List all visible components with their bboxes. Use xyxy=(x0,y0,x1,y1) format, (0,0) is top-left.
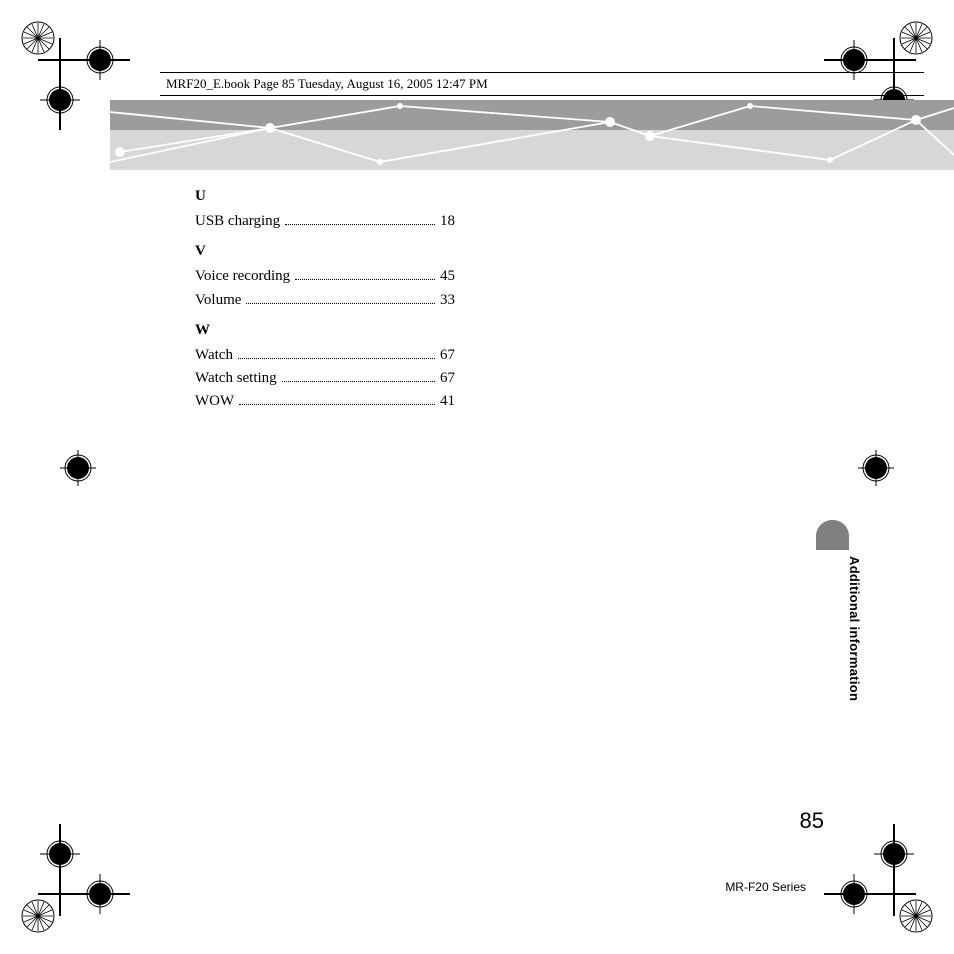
registration-mark-bl xyxy=(20,824,130,934)
registration-mark-left xyxy=(60,450,96,491)
index-term: Volume xyxy=(195,290,241,310)
registration-mark-right xyxy=(858,450,894,491)
index-section-letter: V xyxy=(195,243,455,260)
index-entry: Watch setting 67 xyxy=(195,368,455,388)
index-leader-dots xyxy=(239,404,435,405)
decorative-banner xyxy=(110,100,954,170)
index-page-ref: 67 xyxy=(440,368,455,388)
index-term: Watch setting xyxy=(195,368,277,388)
series-label: MR-F20 Series xyxy=(725,880,806,894)
index-page-ref: 18 xyxy=(440,211,455,231)
index-entry: USB charging 18 xyxy=(195,211,455,231)
index-leader-dots xyxy=(246,303,435,304)
index-entry: Watch 67 xyxy=(195,345,455,365)
section-tab-label: Additional information xyxy=(847,556,862,701)
index-entry: Voice recording 45 xyxy=(195,266,455,286)
index-page-ref: 41 xyxy=(440,391,455,411)
page-number: 85 xyxy=(800,808,824,834)
index-leader-dots xyxy=(295,279,435,280)
index-leader-dots xyxy=(285,224,435,225)
index-section-letter: W xyxy=(195,322,455,339)
index-content: U USB charging 18 V Voice recording 45 Volume 3… xyxy=(195,188,455,415)
index-page-ref: 33 xyxy=(440,290,455,310)
section-tab-cap xyxy=(816,520,849,550)
document-header: MRF20_E.book Page 85 Tuesday, August 16,… xyxy=(160,72,924,96)
registration-mark-br xyxy=(824,824,934,934)
index-entry: WOW 41 xyxy=(195,391,455,411)
index-leader-dots xyxy=(238,358,435,359)
index-term: USB charging xyxy=(195,211,280,231)
index-page-ref: 67 xyxy=(440,345,455,365)
index-entry: Volume 33 xyxy=(195,290,455,310)
index-section-letter: U xyxy=(195,188,455,205)
index-leader-dots xyxy=(282,381,435,382)
index-page-ref: 45 xyxy=(440,266,455,286)
index-term: Watch xyxy=(195,345,233,365)
index-term: Voice recording xyxy=(195,266,290,286)
index-term: WOW xyxy=(195,391,234,411)
